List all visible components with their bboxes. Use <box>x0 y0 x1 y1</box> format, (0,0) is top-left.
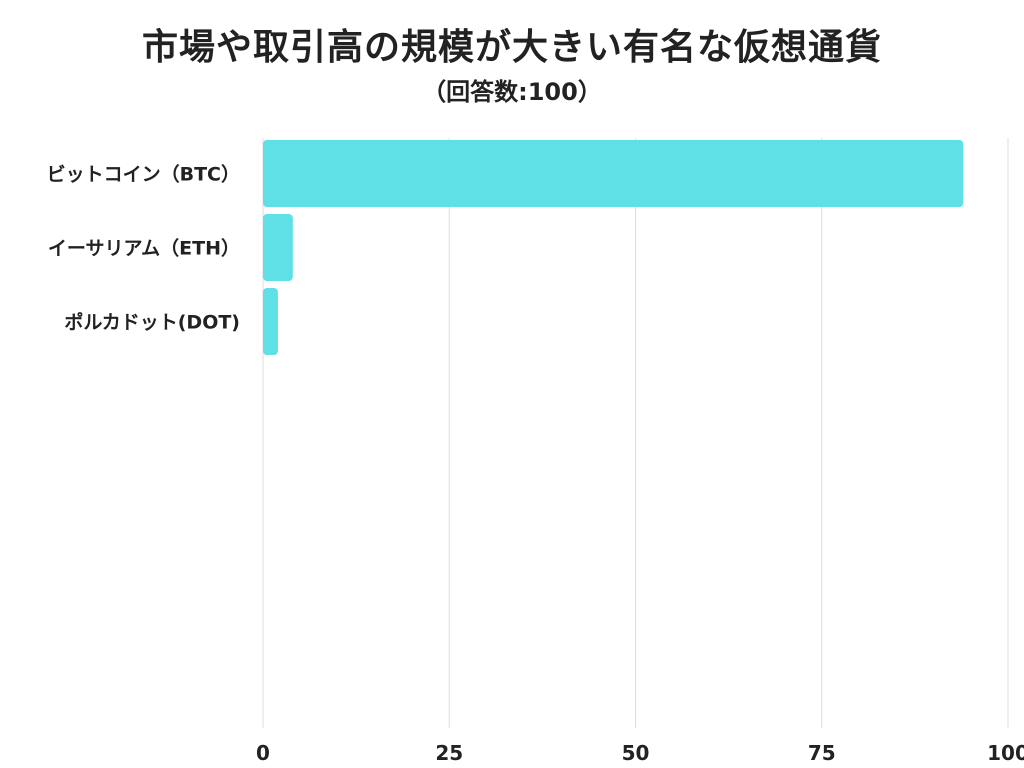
x-tick-label: 25 <box>435 741 463 765</box>
chart-subtitle: （回答数:100） <box>422 78 602 106</box>
x-tick-label: 0 <box>256 741 270 765</box>
x-tick-label: 50 <box>622 741 650 765</box>
category-label: ビットコイン（BTC） <box>47 163 240 186</box>
bar-1 <box>263 214 293 281</box>
category-label: イーサリアム（ETH） <box>48 237 240 260</box>
gridlines <box>262 138 1009 728</box>
category-label: ポルカドット(DOT) <box>64 311 240 334</box>
bar-2 <box>263 288 278 355</box>
bar-0 <box>263 140 964 207</box>
x-axis-ticks: 0 25 50 75 100 <box>256 741 1024 765</box>
category-labels: ビットコイン（BTC） イーサリアム（ETH） ポルカドット(DOT) <box>47 163 240 334</box>
chart-title: 市場や取引高の規模が大きい有名な仮想通貨 <box>141 27 882 68</box>
bars <box>263 140 964 355</box>
x-tick-label: 75 <box>808 741 836 765</box>
x-tick-label: 100 <box>987 741 1024 765</box>
